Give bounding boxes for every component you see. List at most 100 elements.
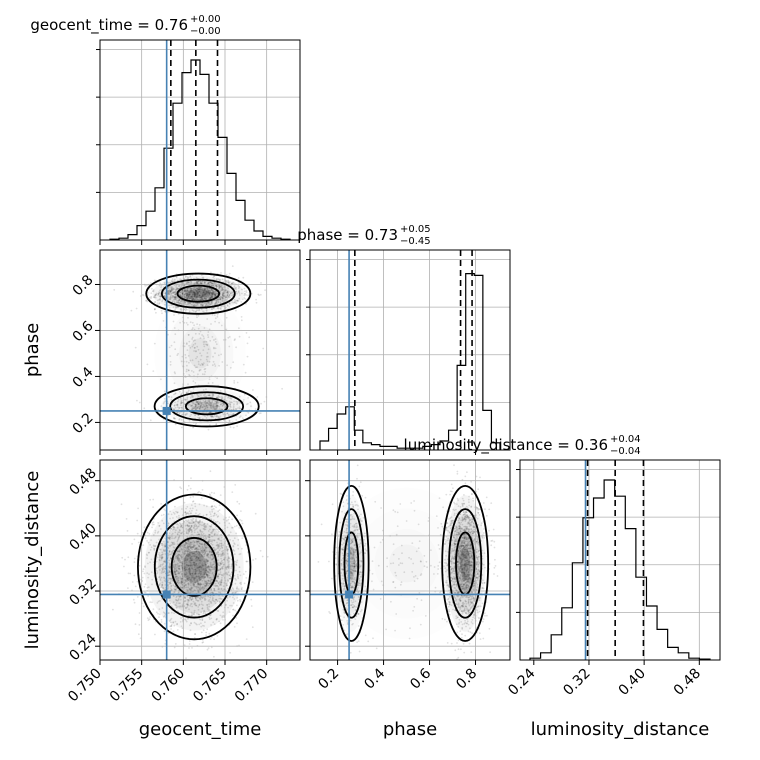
sample-point: [195, 292, 198, 295]
sample-point: [231, 518, 234, 521]
sample-point: [150, 297, 153, 299]
sample-point: [233, 626, 236, 628]
sample-point: [146, 300, 149, 303]
sample-point: [198, 490, 200, 493]
sample-point: [240, 519, 243, 522]
sample-point: [142, 544, 145, 547]
sample-point: [241, 586, 243, 589]
sample-point: [196, 282, 199, 284]
sample-point: [245, 638, 248, 640]
sample-point: [208, 292, 211, 295]
sample-point: [233, 285, 236, 288]
sample-point: [240, 319, 243, 322]
scatter-layer: [112, 265, 499, 661]
sample-point: [169, 291, 172, 293]
sample-point: [197, 293, 200, 295]
sample-point: [175, 305, 178, 308]
sample-point: [157, 612, 159, 615]
sample-point: [245, 332, 248, 334]
sample-point: [200, 302, 202, 305]
sample-point: [201, 280, 204, 283]
sample-point: [211, 295, 213, 298]
sample-point: [259, 293, 262, 296]
sample-point: [219, 286, 222, 289]
sample-point: [234, 484, 237, 486]
sample-point: [241, 522, 244, 525]
sample-point: [180, 487, 183, 490]
sample-point: [193, 295, 196, 298]
sample-point: [136, 596, 139, 598]
sample-point: [233, 525, 236, 528]
sample-point: [215, 285, 218, 288]
sample-point: [200, 303, 203, 306]
sample-point: [217, 307, 220, 310]
sample-point: [233, 298, 236, 301]
sample-point: [261, 555, 264, 558]
sample-point: [203, 293, 206, 296]
sample-point: [212, 284, 215, 287]
sample-point: [260, 402, 262, 405]
sample-point: [173, 291, 176, 294]
sample-point: [213, 293, 215, 295]
sample-point: [176, 301, 179, 304]
sample-point: [222, 295, 225, 297]
sample-point: [197, 288, 200, 291]
sample-point: [174, 423, 177, 426]
sample-point: [173, 296, 176, 299]
sample-point: [209, 296, 212, 298]
sample-point: [219, 622, 222, 625]
sample-point: [198, 296, 201, 299]
sample-point: [205, 289, 208, 292]
sample-point: [146, 617, 149, 619]
sample-point: [209, 470, 212, 473]
sample-point: [133, 561, 136, 563]
sample-point: [198, 290, 200, 292]
sample-point: [205, 634, 208, 637]
sample-point: [234, 300, 237, 302]
sample-point: [188, 294, 191, 296]
sample-point: [196, 280, 198, 283]
sample-point: [207, 282, 210, 284]
sample-point: [201, 294, 204, 297]
sample-point: [183, 290, 186, 292]
sample-point: [241, 292, 243, 295]
sample-point: [208, 301, 211, 304]
sample-point: [189, 297, 192, 299]
sample-point: [171, 295, 174, 297]
sample-point: [202, 291, 205, 294]
sample-point: [131, 543, 134, 545]
sample-point: [149, 616, 152, 618]
sample-point: [199, 305, 202, 308]
sample-point: [198, 294, 201, 297]
sample-point: [226, 304, 229, 306]
sample-point: [259, 412, 262, 414]
sample-point: [259, 549, 262, 552]
sample-point: [195, 281, 198, 284]
sample-point: [169, 282, 172, 284]
sample-point: [239, 598, 241, 601]
sample-point: [198, 294, 201, 297]
sample-point: [229, 292, 232, 295]
sample-point: [138, 401, 141, 404]
sample-point: [178, 293, 181, 296]
sample-point: [121, 556, 124, 559]
sample-point: [230, 294, 233, 297]
sample-point: [196, 287, 198, 290]
sample-point: [214, 292, 217, 294]
sample-point: [135, 307, 138, 310]
sample-point: [123, 565, 125, 568]
sample-point: [190, 291, 193, 294]
sample-point: [198, 286, 200, 289]
sample-point: [236, 299, 239, 302]
sample-point: [231, 491, 234, 493]
sample-point: [188, 295, 190, 298]
sample-point: [222, 288, 225, 291]
sample-point: [112, 608, 114, 611]
sample-point: [236, 299, 239, 302]
sample-point: [205, 291, 208, 293]
sample-point: [240, 588, 243, 590]
sample-point: [190, 280, 193, 283]
sample-point: [226, 289, 229, 292]
sample-point: [226, 291, 229, 293]
